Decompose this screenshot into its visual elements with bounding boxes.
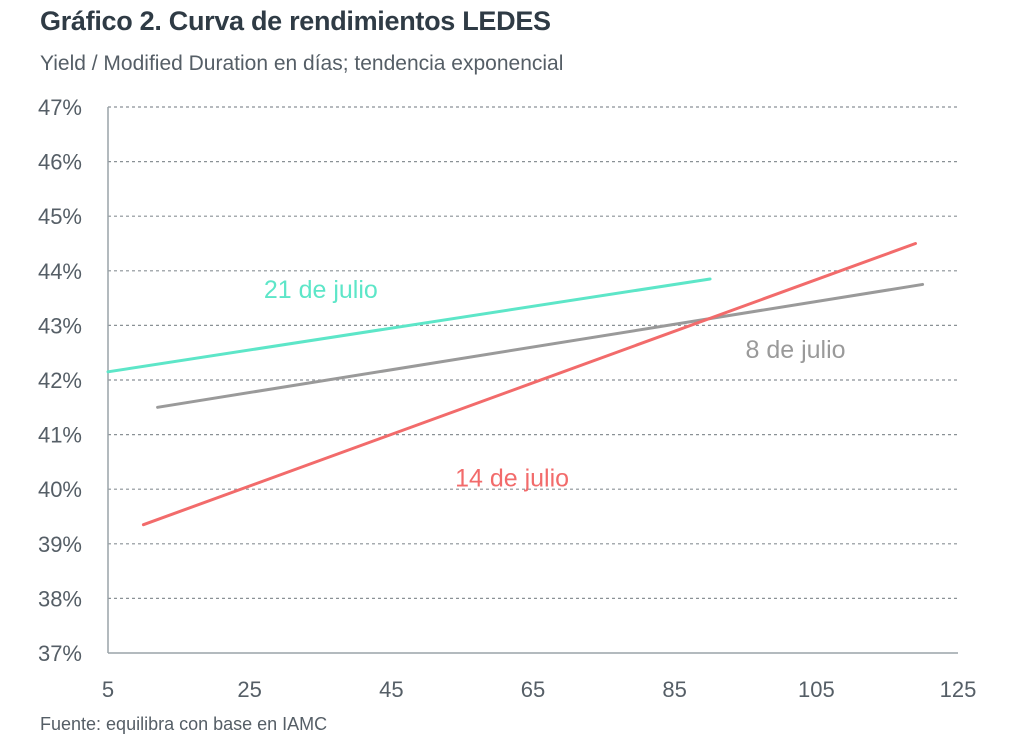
y-tick-label: 43% <box>38 313 82 338</box>
x-tick-label: 5 <box>102 677 114 702</box>
y-tick-label: 42% <box>38 368 82 393</box>
series-line <box>106 277 712 374</box>
y-tick-label: 46% <box>38 150 82 175</box>
x-tick-label: 85 <box>662 677 686 702</box>
series-lines <box>106 242 925 527</box>
series-label: 14 de julio <box>455 464 569 492</box>
chart-title: Gráfico 2. Curva de rendimientos LEDES <box>40 6 551 36</box>
y-tick-label: 44% <box>38 259 82 284</box>
source-note: Fuente: equilibra con base en IAMC <box>40 714 328 734</box>
grid-lines <box>108 106 958 600</box>
series-label: 21 de julio <box>264 276 378 304</box>
series-line <box>141 242 917 527</box>
y-tick-label: 38% <box>38 586 82 611</box>
x-tick-label: 45 <box>379 677 403 702</box>
y-tick-labels: 37% 38% 39% 40% 41% 42% 43% 44% 45% 46% 47% <box>38 95 82 666</box>
series-label: 8 de julio <box>746 336 846 364</box>
y-tick-label: 47% <box>38 95 82 120</box>
x-tick-label: 25 <box>237 677 261 702</box>
x-tick-label: 125 <box>940 677 977 702</box>
y-tick-label: 41% <box>38 423 82 448</box>
x-tick-label: 105 <box>798 677 835 702</box>
x-tick-labels: 5 25 45 65 85 105 125 <box>102 677 976 702</box>
y-tick-label: 37% <box>38 641 82 666</box>
x-tick-label: 65 <box>521 677 545 702</box>
y-tick-label: 39% <box>38 532 82 557</box>
y-tick-label: 40% <box>38 477 82 502</box>
series-labels: 21 de julio 8 de julio 14 de julio <box>264 276 846 492</box>
chart-subtitle: Yield / Modified Duration en días; tende… <box>40 52 564 75</box>
series-line <box>156 282 925 409</box>
y-tick-label: 45% <box>38 204 82 229</box>
